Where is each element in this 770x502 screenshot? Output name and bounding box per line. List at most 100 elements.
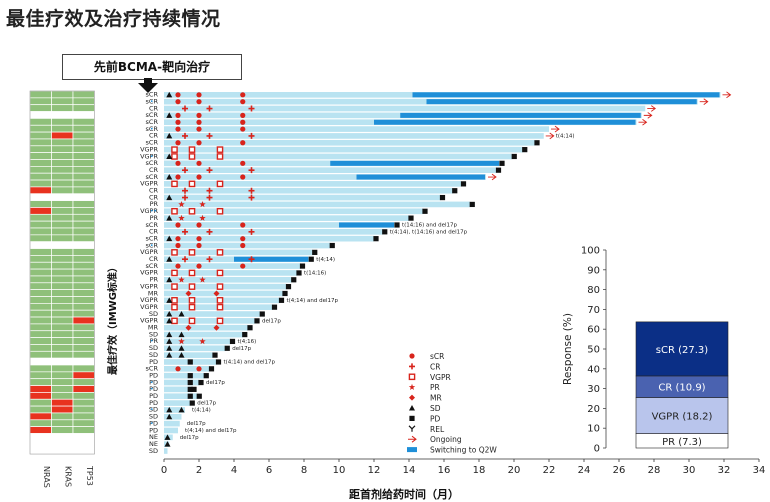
marker-sd bbox=[178, 345, 185, 351]
ongoing-arrow bbox=[551, 125, 560, 133]
patient-bar bbox=[164, 270, 297, 276]
mutation-cell bbox=[72, 145, 95, 154]
patient-bar bbox=[164, 215, 409, 221]
mutation-cell bbox=[29, 398, 52, 407]
marker-pd bbox=[254, 318, 260, 324]
mutation-cell bbox=[51, 412, 74, 421]
patient-bar bbox=[164, 139, 535, 146]
mutation-cell bbox=[29, 145, 52, 154]
mutation-cell bbox=[51, 316, 74, 325]
y-axis-label: 最佳疗效（IMWG标准） bbox=[106, 262, 119, 375]
marker-pd bbox=[299, 263, 306, 269]
marker-pd bbox=[394, 222, 400, 228]
patient-bar bbox=[164, 338, 231, 345]
marker-pd bbox=[187, 359, 193, 365]
marker-pr bbox=[178, 214, 185, 221]
mutation-cell bbox=[29, 200, 52, 208]
mutation-cell bbox=[51, 426, 74, 434]
patient-bar bbox=[164, 318, 255, 324]
marker-sd bbox=[166, 311, 173, 317]
mutation-cell bbox=[51, 227, 74, 236]
mutation-column-label: NRAS bbox=[42, 466, 51, 488]
marker-pd bbox=[229, 338, 236, 345]
patient-response-label: CR bbox=[149, 255, 159, 263]
mutation-cell bbox=[72, 309, 95, 318]
marker-pd bbox=[422, 208, 428, 214]
marker-pd bbox=[242, 331, 248, 338]
mutation-cell bbox=[72, 446, 95, 455]
mutation-cell bbox=[29, 104, 52, 112]
mutation-cell bbox=[72, 234, 95, 243]
marker-scr bbox=[196, 236, 202, 242]
marker-vgpr bbox=[216, 283, 224, 290]
marker-scr bbox=[196, 160, 202, 166]
switch-segment bbox=[339, 222, 394, 228]
response-y-tick-label: 30 bbox=[587, 384, 600, 395]
mutation-cell bbox=[51, 159, 74, 167]
patient-response-label: NE bbox=[149, 440, 158, 448]
patient-bar bbox=[164, 400, 191, 406]
mutation-column-label: KRAS bbox=[63, 466, 72, 487]
patient-response-label: VGPR bbox=[140, 269, 158, 277]
patient-row: sCR bbox=[146, 234, 374, 242]
mutation-cell bbox=[51, 398, 74, 407]
mutation-cell bbox=[29, 97, 52, 106]
patient-row: PD t(4;14) and del17p bbox=[149, 358, 275, 366]
legend-label: SD bbox=[430, 404, 441, 413]
mutation-cell bbox=[72, 97, 95, 106]
patient-response-label: VGPR bbox=[140, 303, 158, 311]
mutation-cell bbox=[29, 241, 52, 249]
mutation-cell bbox=[29, 152, 52, 160]
cytogenetics-note: t(4;14), t(14;16) and del17p bbox=[390, 229, 468, 235]
patient-row: sCR• bbox=[146, 241, 331, 249]
mutation-cell bbox=[51, 385, 74, 393]
marker-scr bbox=[240, 242, 246, 249]
patient-row: sCR bbox=[146, 111, 653, 119]
patient-row: VGPR t(14;16) bbox=[140, 269, 326, 277]
marker-vgpr bbox=[188, 146, 196, 153]
mutation-cell bbox=[72, 213, 95, 222]
mutation-cell bbox=[72, 152, 95, 160]
marker-sd bbox=[166, 331, 173, 338]
marker-pd bbox=[522, 147, 528, 153]
prior-therapy-mark: • bbox=[150, 407, 154, 414]
mutation-cell bbox=[72, 440, 95, 448]
marker-cr bbox=[206, 187, 213, 194]
marker-scr bbox=[196, 222, 202, 228]
patient-row: PD bbox=[149, 371, 205, 379]
mutation-cell bbox=[29, 111, 52, 119]
mutation-cell bbox=[72, 419, 95, 427]
mutation-cell bbox=[29, 275, 52, 284]
x-tick-label: 28 bbox=[648, 465, 661, 476]
marker-pd bbox=[208, 366, 215, 372]
response-segment-label: PR (7.3) bbox=[662, 437, 702, 448]
patient-bar bbox=[164, 345, 226, 352]
marker-vgpr bbox=[171, 180, 178, 188]
marker-scr bbox=[240, 236, 246, 242]
marker-sd bbox=[166, 132, 173, 139]
mutation-cell bbox=[72, 186, 95, 195]
patient-response-label: VGPR bbox=[140, 207, 158, 215]
x-tick-label: 14 bbox=[403, 465, 416, 476]
marker-sd bbox=[164, 434, 171, 440]
mutation-cell bbox=[72, 227, 95, 236]
marker-vgpr bbox=[216, 146, 224, 153]
patient-response-label: sCR bbox=[146, 234, 159, 242]
marker-cr bbox=[182, 194, 188, 201]
mutation-cell bbox=[51, 357, 74, 366]
mutation-cell bbox=[51, 446, 74, 455]
marker-pd bbox=[452, 188, 458, 194]
mutation-cell bbox=[72, 118, 95, 126]
prior-therapy-mark: • bbox=[150, 386, 154, 393]
x-tick-label: 26 bbox=[613, 465, 626, 476]
patient-response-label: CR bbox=[149, 193, 159, 201]
patient-row: SD bbox=[149, 413, 182, 421]
patient-response-label: CR bbox=[149, 228, 159, 236]
prior-therapy-mark: • bbox=[150, 338, 154, 345]
patient-bar bbox=[164, 263, 301, 269]
marker-scr bbox=[175, 242, 181, 249]
patient-bar bbox=[164, 276, 292, 283]
patient-row: sCR• bbox=[146, 125, 560, 133]
patient-bar bbox=[164, 290, 283, 297]
marker-vgpr bbox=[171, 317, 178, 325]
